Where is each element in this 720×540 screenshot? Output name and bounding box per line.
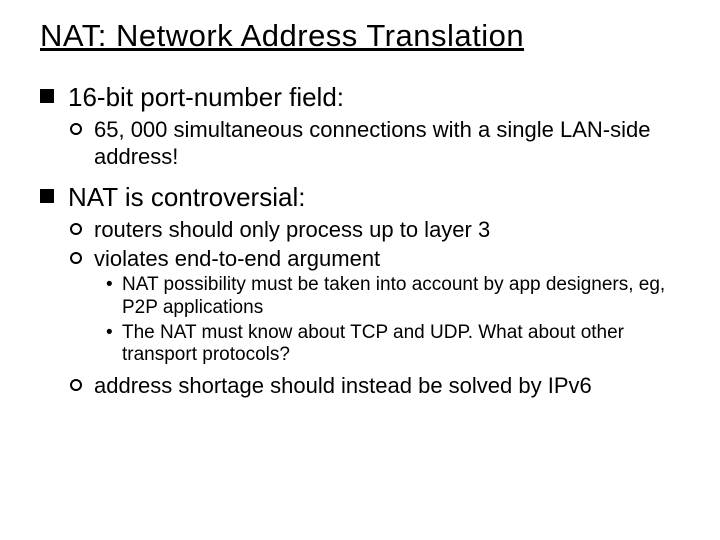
bullet-text: NAT is controversial: (68, 182, 305, 212)
bullet-level2: routers should only process up to layer … (70, 217, 690, 243)
bullet-text: NAT possibility must be taken into accou… (122, 274, 665, 318)
bullet-text: address shortage should instead be solve… (94, 373, 592, 398)
bullet-level2: address shortage should instead be solve… (70, 373, 690, 399)
bullet-text: 65, 000 simultaneous connections with a … (94, 117, 650, 168)
bullet-text: violates end-to-end argument (94, 246, 380, 271)
bullet-text: 16-bit port-number field: (68, 82, 344, 112)
bullet-level1: 16-bit port-number field: (40, 82, 690, 113)
slide: NAT: Network Address Translation 16-bit … (0, 0, 720, 540)
bullet-text: routers should only process up to layer … (94, 217, 490, 242)
bullet-level2: 65, 000 simultaneous connections with a … (70, 117, 690, 170)
slide-title: NAT: Network Address Translation (40, 18, 690, 54)
bullet-text: The NAT must know about TCP and UDP. Wha… (122, 322, 624, 366)
bullet-level1: NAT is controversial: (40, 182, 690, 213)
bullet-level3: The NAT must know about TCP and UDP. Wha… (106, 322, 690, 368)
bullet-level2: violates end-to-end argument (70, 246, 690, 272)
bullet-level3: NAT possibility must be taken into accou… (106, 274, 690, 320)
